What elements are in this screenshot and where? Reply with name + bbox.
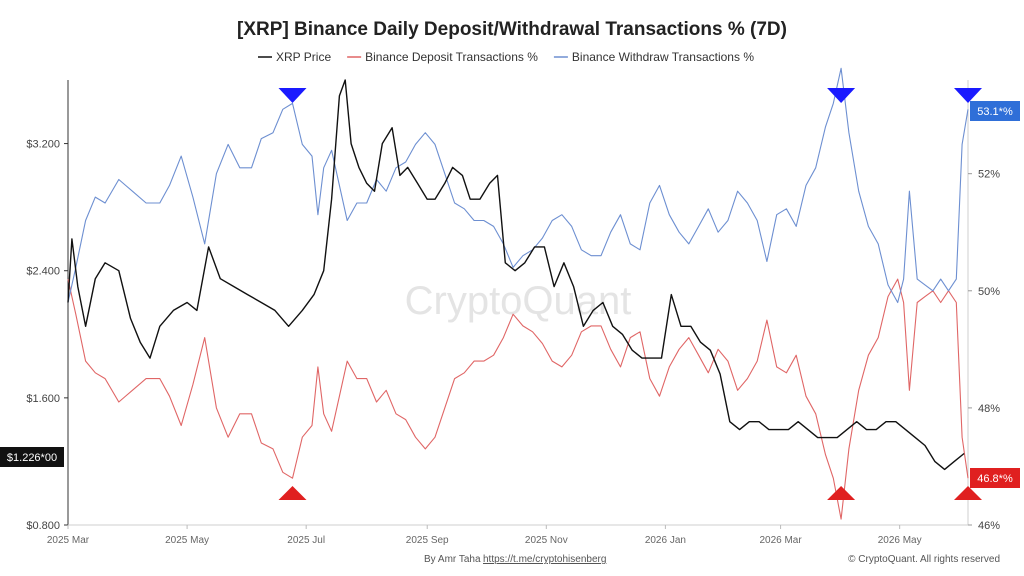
x-tick-label: 2026 Jan — [645, 535, 686, 546]
withdraw-tag-label: 53.1*% — [977, 106, 1013, 118]
x-tick-label: 2025 Sep — [406, 535, 449, 546]
withdraw-last-value-tag: 53.1*% — [970, 101, 1020, 121]
footer-author: By Amr Taha — [424, 554, 481, 565]
chart-title: [XRP] Binance Daily Deposit/Withdrawal T… — [237, 19, 787, 40]
deposit-last-value-tag: 46.8*% — [970, 468, 1020, 488]
price-tag-label: $1.226*00 — [7, 452, 57, 464]
buy-signal-triangle — [954, 486, 982, 500]
signal-markers — [278, 88, 982, 500]
x-tick-label: 2025 Jul — [287, 535, 325, 546]
left-tick-label: $1.600 — [26, 393, 60, 405]
footer-author-link[interactable]: https://t.me/cryptohisenberg — [483, 554, 606, 565]
buy-signal-triangle — [827, 486, 856, 500]
right-tick-label: 48% — [978, 403, 1000, 415]
series-line-binance-withdraw-transactions — [67, 67, 969, 304]
x-tick-label: 2025 Nov — [525, 535, 568, 546]
deposit-tag-label: 46.8*% — [977, 473, 1013, 485]
watermark: CryptoQuant — [405, 279, 632, 323]
legend-label-binance-withdraw-transactions[interactable]: Binance Withdraw Transactions % — [572, 50, 754, 64]
left-tick-label: $3.200 — [26, 139, 60, 151]
x-tick-label: 2026 Mar — [759, 535, 802, 546]
legend-label-binance-deposit-transactions[interactable]: Binance Deposit Transactions % — [365, 50, 538, 64]
right-tick-label: 50% — [978, 286, 1000, 298]
price-tag-box — [0, 447, 64, 467]
x-axis-ticks: 2025 Mar 2025 May 2025 Jul 2025 Sep 2025 Nov… — [47, 525, 922, 546]
sell-signal-triangle — [827, 88, 856, 103]
legend: XRP Price Binance Deposit Transactions % B… — [258, 50, 754, 64]
left-tick-label: $2.400 — [26, 266, 60, 278]
sell-signal-triangle — [278, 88, 307, 103]
withdraw-tag-box — [970, 101, 1020, 121]
footer-copyright: © CryptoQuant. All rights reserved — [848, 554, 1000, 565]
right-tick-label: 46% — [978, 520, 1000, 532]
deposit-tag-box — [970, 468, 1020, 488]
right-tick-label: 52% — [978, 169, 1000, 181]
price-last-value-tag: $1.226*00 — [0, 447, 64, 467]
left-axis-ticks: $3.200 $2.400 $1.600 $0.800 — [26, 139, 68, 532]
sell-signal-triangle — [954, 88, 982, 103]
x-tick-label: 2025 Mar — [47, 535, 90, 546]
buy-signal-triangle — [278, 486, 307, 500]
left-tick-label: $0.800 — [26, 520, 60, 532]
right-axis-ticks: 52% 50% 48% 46% — [968, 169, 1000, 532]
x-tick-label: 2025 May — [165, 535, 209, 546]
legend-label-xrp-price[interactable]: XRP Price — [276, 50, 331, 64]
series-line-xrp-price — [67, 79, 965, 471]
x-tick-label: 2026 May — [878, 535, 922, 546]
